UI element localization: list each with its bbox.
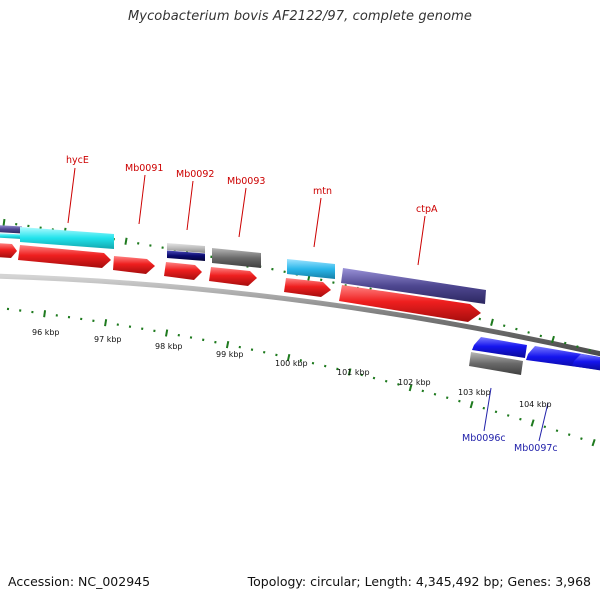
genome-summary-text: Topology: circular; Length: 4,345,492 bp… <box>247 574 591 589</box>
inner-row-minor-tick <box>494 410 498 414</box>
leader-mb0097c <box>538 402 549 442</box>
inner-row-minor-tick <box>519 417 522 421</box>
cds-arrow-left-edge <box>0 243 17 258</box>
inner-row-minor-tick <box>421 389 425 393</box>
function-bar-slate-left <box>0 225 22 234</box>
cds-arrow-ctpa <box>339 285 481 322</box>
scale-label-96: 96 kbp <box>32 328 60 337</box>
cds-arrow-edge-right <box>572 354 600 371</box>
genome-backbone <box>0 273 600 357</box>
inner-row-minor-tick <box>323 364 327 368</box>
gene-label-mtn: mtn <box>313 186 332 197</box>
scale-label-101: 101 kbp <box>337 368 370 377</box>
inner-row-minor-tick <box>580 437 583 440</box>
function-bar-sky-mtn <box>287 259 335 279</box>
scale-label-99: 99 kbp <box>216 350 244 359</box>
function-bar-cyan-hyce <box>20 227 114 249</box>
inner-row-minor-tick <box>482 406 486 410</box>
leader-mb0093 <box>238 187 247 238</box>
outer-row-major-tick <box>490 318 494 326</box>
inner-row-minor-tick <box>433 392 437 396</box>
leader-mb0092 <box>186 180 194 231</box>
map-title: Mycobacterium bovis AF2122/97, complete … <box>127 9 473 24</box>
leader-mb0096c <box>483 387 492 432</box>
scale-labels: 96 kbp 97 kbp 98 kbp 99 kbp 100 kbp 101 … <box>32 328 552 409</box>
gene-label-mb0092: Mb0092 <box>176 169 214 180</box>
function-bar-grey-mb0096c <box>469 352 523 375</box>
leader-mb0091 <box>138 174 146 225</box>
gene-label-mb0097c: Mb0097c <box>514 443 558 454</box>
inner-row-major-tick <box>43 310 47 318</box>
gene-labels: hycE Mb0091 Mb0092 Mb0093 mtn ctpA Mb009… <box>66 155 558 454</box>
leader-mtn <box>313 197 322 248</box>
inner-row-minor-tick <box>543 425 547 429</box>
function-bar-navy-mb0092 <box>167 250 205 261</box>
reverse-strand-track <box>472 337 600 371</box>
gene-label-ctpa: ctpA <box>416 204 438 215</box>
inner-row-minor-tick <box>567 433 571 436</box>
cds-arrow-mb0096c <box>472 337 527 358</box>
scale-label-103: 103 kbp <box>458 388 491 397</box>
gene-label-mb0091: Mb0091 <box>125 163 163 174</box>
outer-row-minor-tick <box>563 341 567 345</box>
inner-row-minor-tick <box>458 399 461 403</box>
inner-row-minor-tick <box>372 376 376 380</box>
outer-row-minor-tick <box>527 331 530 334</box>
function-bar-grey-mb0093 <box>212 248 261 268</box>
outer-row-minor-tick <box>478 317 482 321</box>
cds-arrow-mb0092 <box>164 262 202 280</box>
gene-label-hyce: hycE <box>66 155 89 166</box>
leader-ctpa <box>417 215 426 266</box>
outer-row-minor-tick <box>502 324 506 327</box>
outer-row-minor-tick <box>539 334 543 338</box>
function-bar-lightgrey-mb0092 <box>167 243 205 253</box>
inner-row-minor-tick <box>506 414 510 417</box>
inner-row-minor-tick <box>360 373 364 377</box>
forward-strand-track <box>0 243 481 322</box>
outer-row-major-tick <box>124 237 128 245</box>
inner-row-major-tick <box>408 383 413 392</box>
function-track <box>0 225 523 375</box>
gene-label-mb0096c: Mb0096c <box>462 433 506 444</box>
leader-hyce <box>67 167 76 224</box>
inner-row-minor-tick <box>445 396 449 399</box>
scale-label-98: 98 kbp <box>155 342 183 351</box>
inner-row-major-tick <box>530 419 535 427</box>
inner-row-major-tick <box>469 400 474 409</box>
inner-row-minor-tick <box>336 367 339 371</box>
gene-label-mb0093: Mb0093 <box>227 176 265 187</box>
inner-row-minor-tick <box>311 361 315 365</box>
outer-row-major-tick <box>551 335 555 344</box>
accession-text: Accession: NC_002945 <box>8 574 151 589</box>
scale-label-102: 102 kbp <box>398 378 431 387</box>
cds-arrow-mb0093 <box>209 267 257 286</box>
inner-row-major-tick <box>347 368 352 376</box>
outer-row-minor-tick <box>588 348 591 352</box>
scale-label-104: 104 kbp <box>519 400 552 409</box>
cds-arrow-mb0091 <box>113 256 155 274</box>
cds-arrow-mtn <box>284 278 331 297</box>
inner-row-minor-tick <box>384 379 388 383</box>
inner-tick-row <box>6 307 596 447</box>
function-bar-slate-ctpa <box>341 268 486 304</box>
inner-row-major-tick <box>225 341 230 349</box>
inner-row-major-tick <box>164 329 169 337</box>
cds-arrow-hyce <box>18 245 111 268</box>
inner-row-major-tick <box>286 353 291 362</box>
inner-row-major-tick <box>104 319 108 327</box>
inner-row-minor-tick <box>555 429 559 433</box>
scale-label-97: 97 kbp <box>94 335 122 344</box>
scale-label-100: 100 kbp <box>275 359 308 368</box>
inner-row-major-tick <box>591 439 596 447</box>
function-bar-cyan-left-edge <box>0 233 22 239</box>
label-leaders <box>67 167 549 442</box>
outer-row-major-tick <box>2 218 6 227</box>
inner-row-minor-tick <box>397 383 400 386</box>
outer-row-minor-tick <box>515 327 518 331</box>
outer-row-minor-tick <box>576 345 579 348</box>
